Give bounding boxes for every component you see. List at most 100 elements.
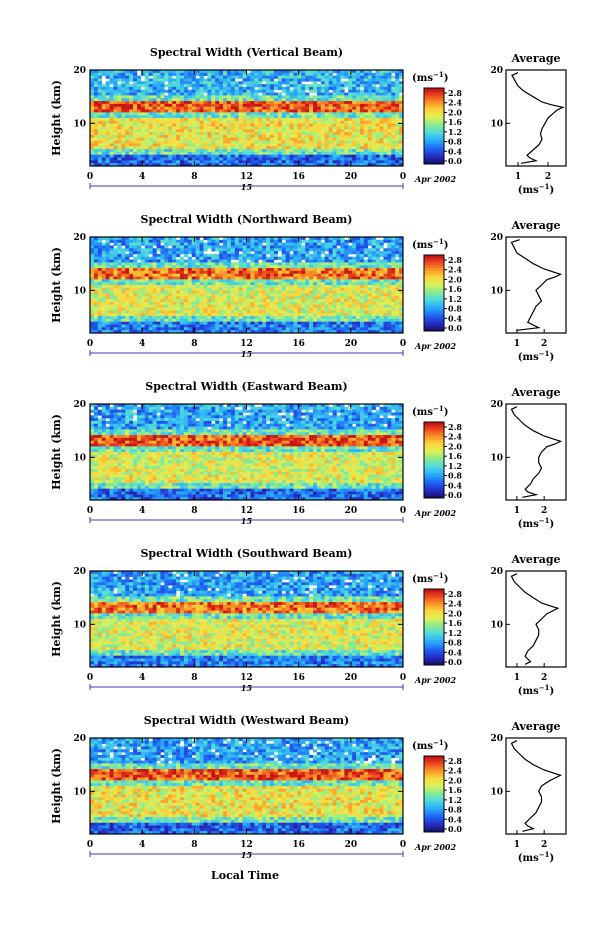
heatmap-cell	[309, 313, 314, 317]
heatmap-cell	[160, 301, 165, 306]
heatmap-cell	[129, 242, 134, 246]
heatmap-cell	[133, 140, 138, 144]
heatmap-cell	[215, 115, 220, 119]
heatmap-cell	[281, 270, 286, 274]
heatmap-cell	[121, 262, 126, 266]
heatmap-cell	[136, 301, 142, 306]
heatmap-cell	[324, 237, 329, 241]
heatmap-cell	[144, 237, 149, 241]
heatmap-cell	[391, 120, 396, 124]
heatmap-cell	[316, 95, 322, 99]
heatmap-cell	[133, 70, 138, 74]
heatmap-cell	[266, 95, 271, 99]
heatmap-cell	[238, 287, 243, 291]
heatmap-cell	[320, 157, 326, 161]
heatmap-cell	[246, 151, 251, 155]
heatmap-cell	[399, 103, 404, 107]
heatmap-cell	[375, 112, 380, 116]
heatmap-cell	[113, 279, 118, 283]
heatmap-cell	[277, 273, 283, 277]
heatmap-cell	[391, 268, 396, 272]
heatmap-cell	[266, 126, 271, 130]
heatmap-cell	[215, 268, 220, 272]
heatmap-cell	[297, 242, 302, 246]
heatmap-cell	[391, 287, 396, 291]
heatmap-cell	[297, 256, 302, 260]
heatmap-cell	[387, 72, 392, 76]
heatmap-cell	[101, 72, 106, 76]
heatmap-cell	[148, 245, 153, 249]
heatmap-cell	[133, 157, 138, 161]
heatmap-cell	[97, 245, 103, 249]
heatmap-cell	[101, 237, 106, 241]
heatmap-cell	[359, 307, 365, 311]
heatmap-cell	[121, 134, 126, 139]
heatmap-cell	[156, 279, 161, 283]
heatmap-cell	[136, 129, 142, 133]
heatmap-cell	[348, 248, 353, 252]
units-exp: −1	[539, 182, 550, 191]
heatmap-cell	[203, 316, 208, 320]
heatmap-cell	[113, 115, 118, 119]
heatmap-cell	[133, 276, 138, 280]
heatmap-cell	[226, 268, 232, 272]
heatmap-cell	[223, 256, 228, 260]
heatmap-cell	[226, 146, 232, 150]
heatmap-cell	[164, 237, 169, 241]
heatmap-cell	[215, 282, 220, 286]
heatmap-cell	[219, 112, 224, 116]
heatmap-cell	[269, 279, 275, 283]
heatmap-cell	[281, 118, 286, 122]
heatmap-cell	[226, 92, 232, 96]
heatmap-cell	[101, 276, 106, 280]
heatmap-cell	[129, 106, 134, 110]
heatmap-cell	[113, 310, 118, 314]
heatmap-cell	[105, 149, 110, 153]
heatmap-cell	[144, 70, 149, 74]
heatmap-cell	[363, 154, 369, 158]
heatmap-cell	[207, 296, 212, 300]
heatmap-cell	[367, 270, 372, 274]
heatmap-cell	[152, 151, 157, 155]
heatmap-cell	[223, 132, 228, 136]
heatmap-cell	[199, 313, 204, 317]
heatmap-cell	[101, 163, 106, 167]
heatmap-cell	[234, 237, 239, 241]
heatmap-cell	[226, 118, 232, 122]
heatmap-cell	[277, 72, 283, 76]
heatmap-cell	[246, 129, 251, 133]
heatmap-cell	[101, 132, 106, 136]
heatmap-cell	[383, 75, 388, 79]
heatmap-cell	[117, 98, 122, 102]
heatmap-cell	[395, 112, 400, 116]
heatmap-cell	[281, 299, 286, 303]
heatmap-cell	[140, 285, 146, 289]
heatmap-cell	[105, 276, 110, 280]
heatmap-cell	[387, 132, 392, 136]
heatmap-cell	[328, 81, 333, 85]
heatmap-cell	[187, 160, 193, 164]
heatmap-cell	[250, 106, 255, 110]
heatmap-cell	[246, 123, 251, 127]
heatmap-cell	[344, 137, 349, 141]
heatmap-cell	[203, 242, 208, 246]
heatmap-cell	[324, 134, 329, 139]
heatmap-cell	[348, 149, 353, 153]
heatmap-cell	[125, 81, 130, 85]
heatmap-cell	[238, 132, 243, 136]
heatmap-cell	[97, 143, 103, 147]
heatmap-cell	[313, 256, 318, 260]
heatmap-cell	[136, 293, 142, 297]
heatmap-cell	[336, 253, 341, 258]
heatmap-cell	[164, 253, 169, 258]
heatmap-cell	[219, 307, 224, 311]
heatmap-cell	[230, 307, 236, 311]
heatmap-cell	[109, 256, 114, 260]
heatmap-cell	[238, 151, 243, 155]
heatmap-cell	[363, 296, 369, 300]
heatmap-cell	[140, 256, 146, 260]
heatmap-cell	[109, 154, 114, 158]
heatmap-cell	[305, 259, 310, 263]
heatmap-cell	[352, 296, 357, 300]
heatmap-cell	[129, 149, 134, 153]
